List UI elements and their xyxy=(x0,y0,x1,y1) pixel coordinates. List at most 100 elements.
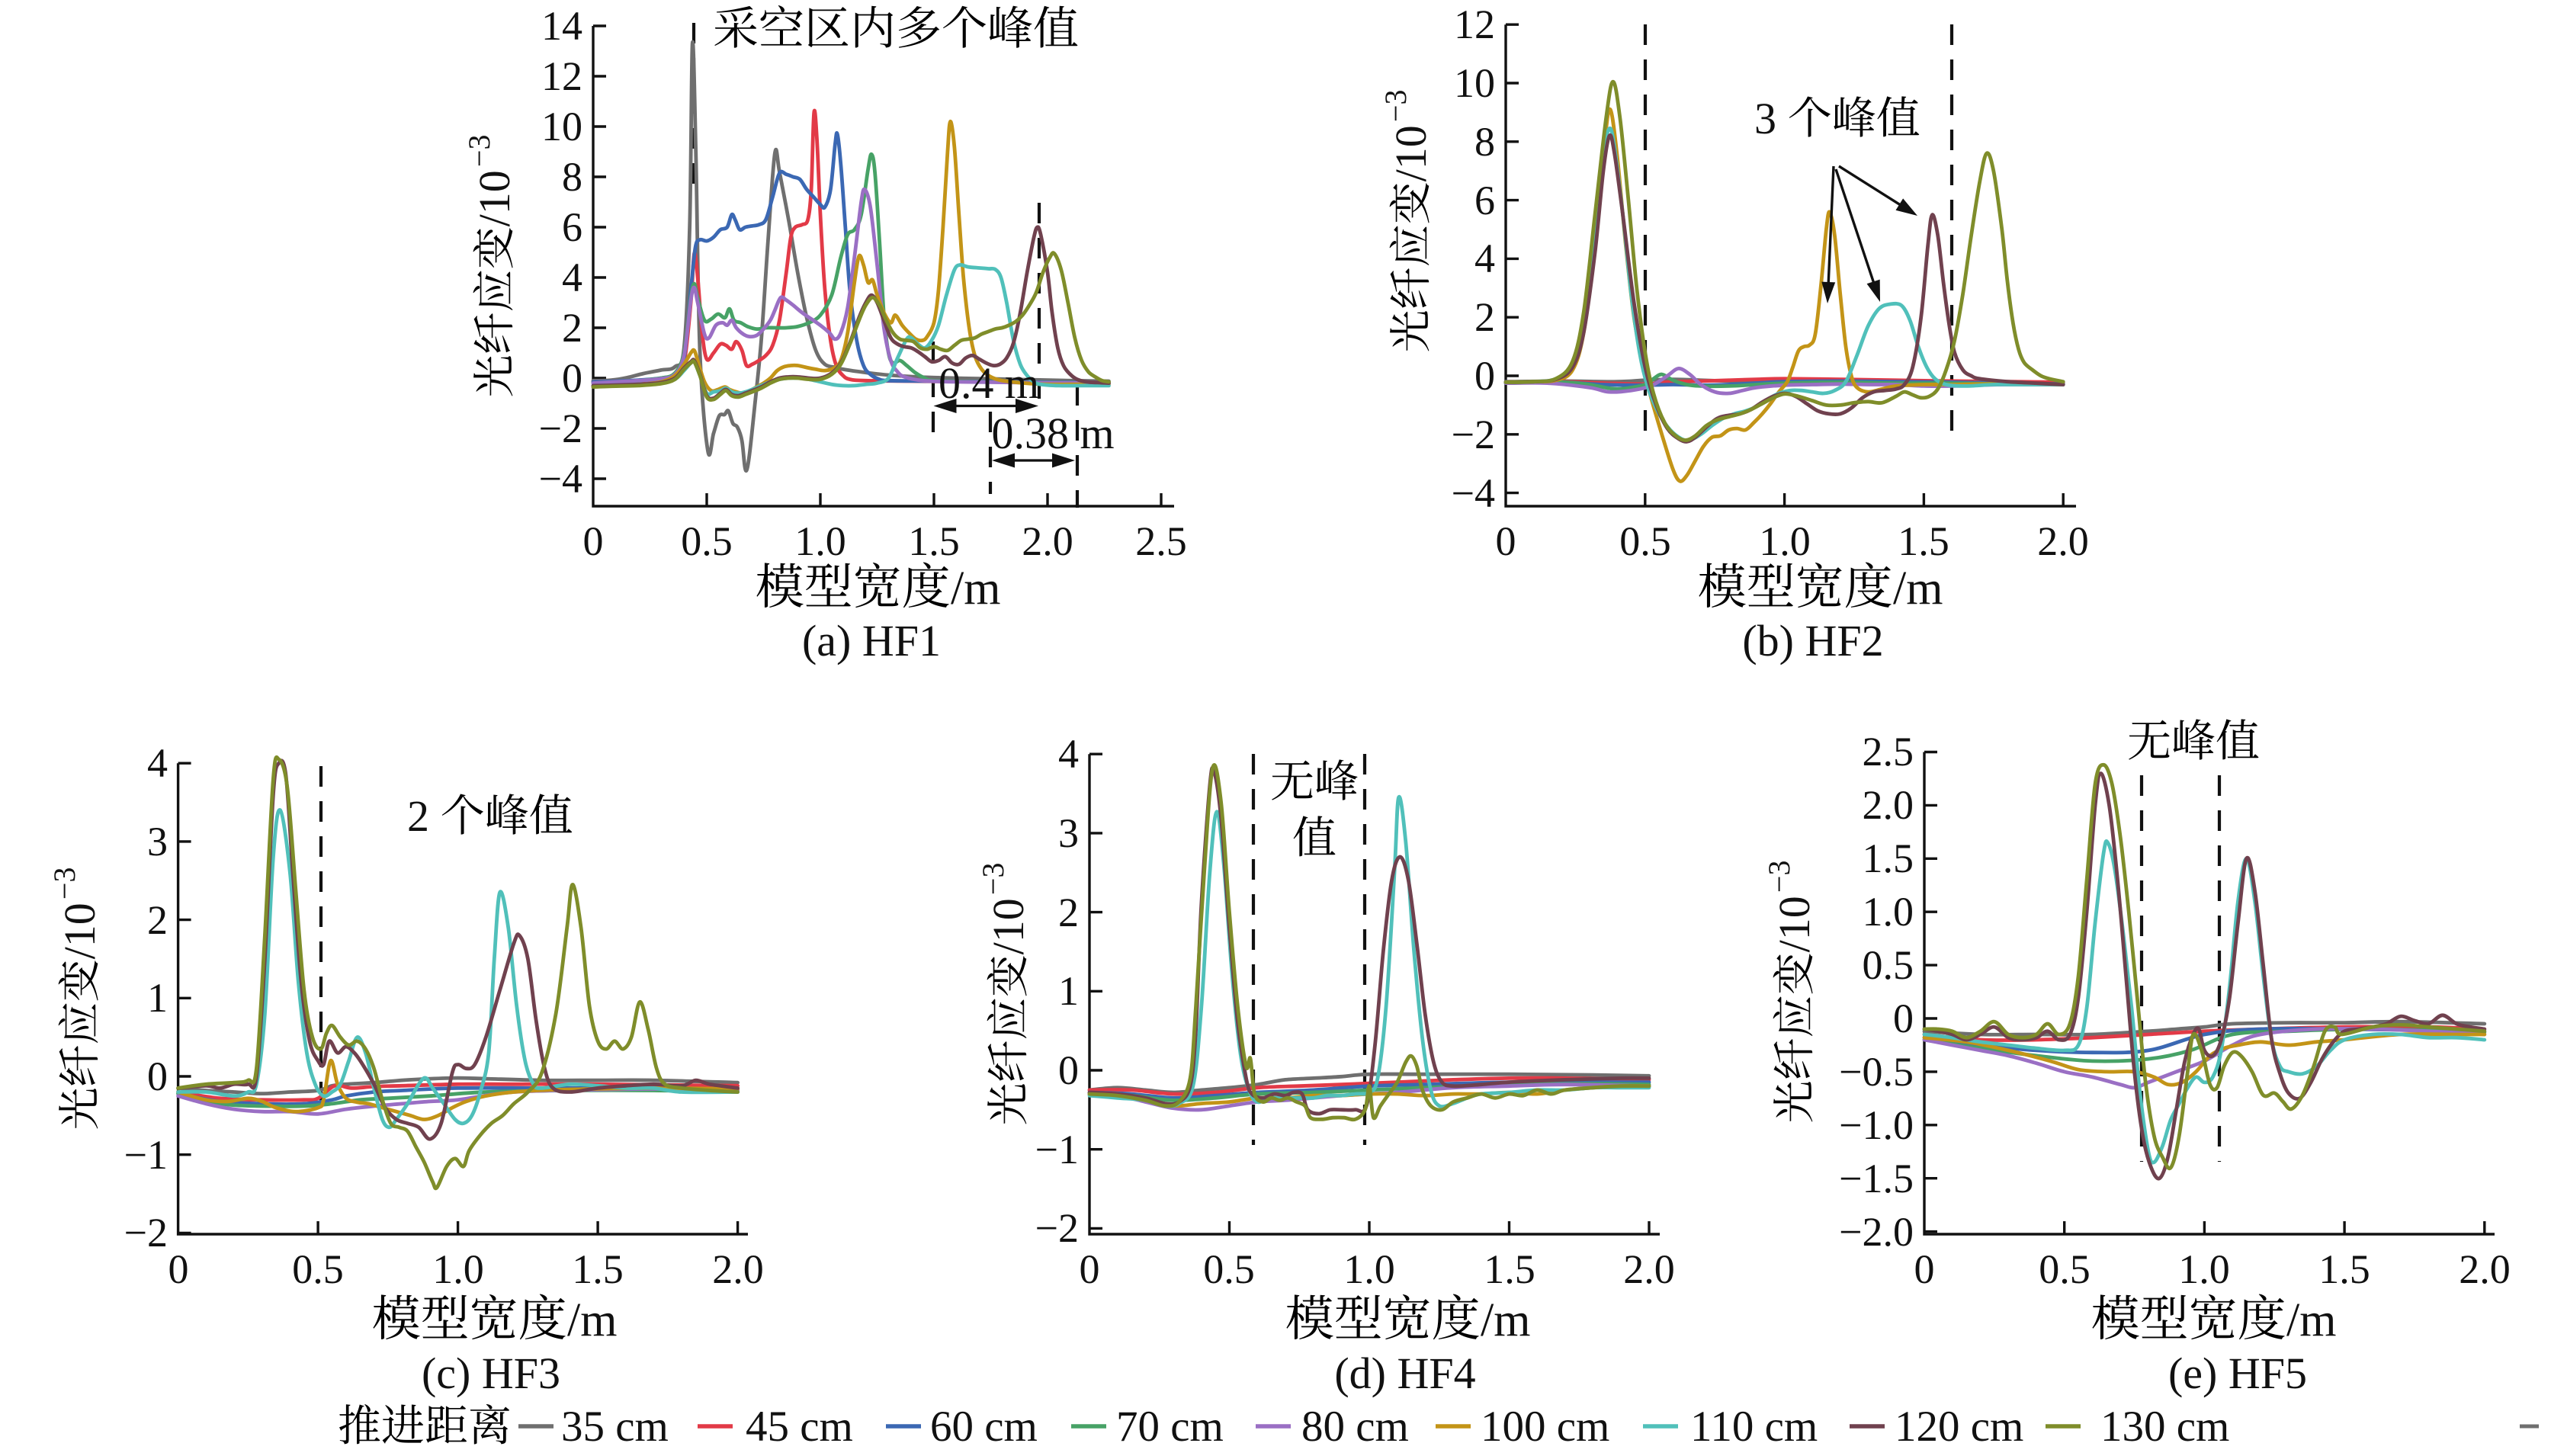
svg-text:0.5: 0.5 xyxy=(1203,1246,1255,1292)
svg-text:1.0: 1.0 xyxy=(2178,1246,2230,1292)
svg-text:(b) HF2: (b) HF2 xyxy=(1742,616,1883,665)
svg-text:/10: /10 xyxy=(470,170,519,226)
svg-text:0: 0 xyxy=(1914,1246,1935,1292)
svg-text:/10: /10 xyxy=(55,903,104,959)
svg-text:2.0: 2.0 xyxy=(2037,518,2089,564)
svg-text:/10: /10 xyxy=(1386,125,1436,181)
svg-text:1.0: 1.0 xyxy=(794,518,846,564)
svg-text:2.0: 2.0 xyxy=(2459,1246,2511,1292)
svg-text:−4: −4 xyxy=(1452,470,1495,516)
svg-text:110 cm: 110 cm xyxy=(1690,1403,1818,1451)
svg-text:(a) HF1: (a) HF1 xyxy=(802,616,941,665)
svg-text:0.5: 0.5 xyxy=(1863,942,1914,988)
svg-text:/m: /m xyxy=(951,563,1000,614)
svg-text:/10: /10 xyxy=(983,898,1033,954)
svg-text:−4: −4 xyxy=(539,456,582,502)
svg-text:6: 6 xyxy=(562,204,582,250)
svg-text:0: 0 xyxy=(1080,1246,1100,1292)
svg-text:2: 2 xyxy=(1474,294,1495,340)
svg-text:8: 8 xyxy=(1474,119,1495,165)
svg-text:1: 1 xyxy=(147,975,168,1021)
svg-text:−1: −1 xyxy=(124,1132,168,1178)
svg-text:1.5: 1.5 xyxy=(2318,1246,2370,1292)
svg-text:−3: −3 xyxy=(1762,861,1796,893)
svg-text:/10: /10 xyxy=(1770,896,1819,952)
svg-text:0: 0 xyxy=(1474,353,1495,399)
svg-text:2.0: 2.0 xyxy=(1623,1246,1675,1292)
svg-text:4: 4 xyxy=(147,740,168,786)
svg-text:0.5: 0.5 xyxy=(292,1246,344,1292)
svg-text:−1.0: −1.0 xyxy=(1839,1102,1914,1148)
svg-text:−2: −2 xyxy=(539,406,582,451)
svg-text:−3: −3 xyxy=(1378,90,1413,123)
svg-text:−2: −2 xyxy=(1452,412,1495,457)
svg-text:1.0: 1.0 xyxy=(1863,889,1914,935)
svg-text:0: 0 xyxy=(168,1246,189,1292)
svg-text:0.5: 0.5 xyxy=(2039,1246,2091,1292)
svg-text:2.5: 2.5 xyxy=(1863,729,1914,775)
svg-text:12: 12 xyxy=(541,53,582,99)
svg-text:0.5: 0.5 xyxy=(1619,518,1671,564)
svg-text:2.5: 2.5 xyxy=(1135,518,1187,564)
svg-text:6: 6 xyxy=(1474,178,1495,223)
svg-text:1.5: 1.5 xyxy=(572,1246,624,1292)
svg-text:35 cm: 35 cm xyxy=(561,1403,669,1451)
svg-text:1.5: 1.5 xyxy=(1898,518,1949,564)
svg-text:1.5: 1.5 xyxy=(908,518,960,564)
svg-text:2: 2 xyxy=(1058,890,1079,935)
svg-text:0.5: 0.5 xyxy=(681,518,733,564)
svg-text:0: 0 xyxy=(1058,1047,1079,1093)
svg-text:1.5: 1.5 xyxy=(1484,1246,1535,1292)
svg-text:/m: /m xyxy=(2286,1294,2336,1346)
svg-text:4: 4 xyxy=(1058,731,1079,777)
svg-text:0: 0 xyxy=(1496,518,1516,564)
svg-text:2.0: 2.0 xyxy=(1022,518,1073,564)
svg-text:14: 14 xyxy=(541,3,582,49)
svg-text:10: 10 xyxy=(541,104,582,149)
svg-text:60 cm: 60 cm xyxy=(930,1403,1038,1451)
svg-text:3: 3 xyxy=(1058,810,1079,856)
svg-text:2: 2 xyxy=(147,897,168,943)
svg-text:4: 4 xyxy=(1474,236,1495,281)
svg-text:2.0: 2.0 xyxy=(712,1246,764,1292)
svg-text:1.0: 1.0 xyxy=(432,1246,484,1292)
svg-text:0.38 m: 0.38 m xyxy=(991,409,1114,458)
svg-text:−3: −3 xyxy=(462,135,496,168)
svg-text:120 cm: 120 cm xyxy=(1895,1403,2023,1451)
svg-text:12: 12 xyxy=(1454,2,1495,47)
svg-text:(c) HF3: (c) HF3 xyxy=(422,1349,560,1398)
svg-text:(e) HF5: (e) HF5 xyxy=(2168,1349,2307,1398)
svg-text:−0.5: −0.5 xyxy=(1839,1049,1914,1095)
svg-text:0.4 m: 0.4 m xyxy=(939,358,1039,408)
svg-text:130 cm: 130 cm xyxy=(2100,1403,2229,1451)
svg-text:1: 1 xyxy=(1058,968,1079,1014)
svg-text:−3: −3 xyxy=(47,868,82,900)
svg-text:−2: −2 xyxy=(124,1210,168,1256)
svg-text:−1.5: −1.5 xyxy=(1839,1156,1914,1201)
svg-text:2: 2 xyxy=(562,305,582,351)
svg-text:8: 8 xyxy=(562,154,582,200)
svg-text:1.0: 1.0 xyxy=(1759,518,1811,564)
svg-text:0: 0 xyxy=(1893,996,1914,1041)
svg-text:0: 0 xyxy=(583,518,604,564)
svg-text:0: 0 xyxy=(147,1054,168,1099)
svg-text:45 cm: 45 cm xyxy=(746,1403,853,1451)
svg-text:100 cm: 100 cm xyxy=(1481,1403,1609,1451)
svg-text:10: 10 xyxy=(1454,60,1495,106)
svg-text:−2: −2 xyxy=(1035,1205,1079,1251)
svg-text:3: 3 xyxy=(1754,94,1776,143)
svg-text:1.5: 1.5 xyxy=(1863,835,1914,881)
svg-text:−1: −1 xyxy=(1035,1127,1079,1172)
svg-text:−3: −3 xyxy=(976,863,1010,896)
svg-text:0: 0 xyxy=(562,355,582,401)
svg-text:4: 4 xyxy=(562,255,582,300)
svg-text:−2.0: −2.0 xyxy=(1839,1209,1914,1255)
svg-text:2: 2 xyxy=(407,791,429,841)
svg-text:3: 3 xyxy=(147,819,168,864)
svg-text:/m: /m xyxy=(1481,1294,1530,1346)
svg-text:1.0: 1.0 xyxy=(1343,1246,1395,1292)
svg-text:70 cm: 70 cm xyxy=(1116,1403,1224,1451)
svg-text:2.0: 2.0 xyxy=(1863,782,1914,828)
svg-text:(d) HF4: (d) HF4 xyxy=(1334,1349,1475,1398)
svg-text:/m: /m xyxy=(567,1294,617,1346)
